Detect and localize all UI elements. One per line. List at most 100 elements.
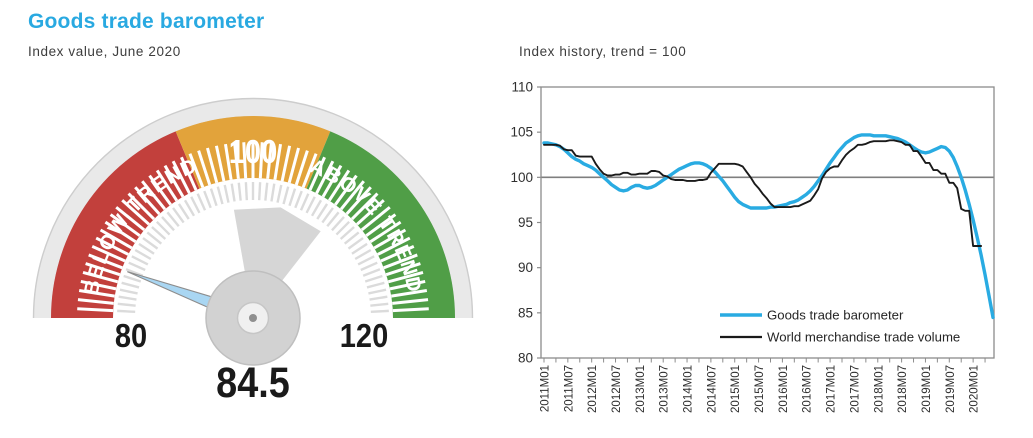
gauge-minor-tick [138,242,155,255]
gauge-minor-tick [146,231,163,245]
gauge-tick [88,253,123,270]
gauge-minor-tick [335,220,351,236]
gauge-minor-tick [264,182,269,201]
x-axis-tick-label: 2019M07 [945,365,957,413]
gauge-tick [327,169,351,202]
gauge-minor-tick [257,182,262,201]
gauge-minor-tick [366,281,385,289]
gauge-tick [141,180,167,211]
y-axis-tick-label: 110 [511,80,533,95]
gauge-tick [392,307,429,313]
gauge-tick [345,186,372,215]
legend-label: Goods trade barometer [767,308,904,323]
gauge-minor-tick [370,309,389,314]
gauge-minor-tick [121,281,140,289]
gauge-minor-tick [128,261,146,272]
gauge-minor-tick [237,182,242,201]
x-axis-tick-label: 2014M01 [683,365,695,413]
gauge-tick [77,307,114,313]
gauge-minor-tick [166,211,180,228]
x-axis-tick-label: 2018M07 [897,365,909,413]
gauge-minor-tick [288,188,297,207]
world-merchandise-trade-volume-line [543,139,983,247]
gauge-tick [205,147,219,184]
gauge-tick [148,174,172,206]
gauge-tick [134,186,161,215]
gauge-tick [294,150,309,186]
gauge-minor-tick [369,295,388,301]
x-axis-tick-label: 2016M07 [802,365,814,413]
gauge-tick [301,153,318,188]
x-axis-tick-label: 2011M01 [540,365,552,412]
gauge-tick [389,279,426,291]
x-axis-tick-label: 2013M01 [635,365,647,413]
gauge-minor-tick [360,261,378,272]
gauge-tick [356,199,385,226]
gauge-white-ticks [77,142,429,313]
gauge-minor-tick [276,184,283,203]
gauge-tick [369,220,402,244]
gauge-tick [109,213,141,237]
gauge-minor-tick [321,207,334,224]
trade-barometer-gauge: BELOW TREND ABOVE TREND 100 80 120 84.5 [32,97,474,407]
gauge-tick [280,145,292,182]
gauge-tick [121,199,150,226]
gauge-tick [80,279,117,291]
page-title: Goods trade barometer [28,10,265,33]
gauge-tick [334,174,358,206]
chart-title: Index history, trend = 100 [519,44,687,59]
gauge-minor-tick [134,248,152,261]
gauge-tick [391,288,428,298]
gauge-tick [387,270,424,284]
gauge-tick [233,142,240,179]
gauge-minor-tick [310,199,323,217]
gauge-minor-tick [183,199,196,217]
gauge-outer-ring-edge [32,97,474,319]
gauge-minor-tick [117,309,136,314]
gauge-min-label: 80 [115,317,147,354]
gauge-tick [180,156,198,191]
gauge-minor-tick [223,184,230,203]
gauge-minor-tick [119,288,138,295]
gauge-minor-tick [142,237,159,250]
x-axis-tick-label: 2016M01 [778,365,790,413]
x-axis-tick-label: 2020M01 [969,365,981,413]
gauge-minor-tick [316,203,329,220]
gauge-tick [350,192,379,221]
x-axis-tick-label: 2012M07 [611,365,623,413]
gauge-subtitle: Index value, June 2020 [28,44,181,59]
gauge-minor-tick [125,268,144,277]
gauge-minor-tick [343,231,360,245]
gauge-tick [85,262,121,277]
x-axis-tick-label: 2017M07 [849,365,861,413]
gauge-minor-tick [354,248,372,261]
gauge-tick [127,192,156,221]
gauge-minor-tick [326,211,340,228]
gauge-tick [266,142,273,179]
x-axis-tick-label: 2013M07 [659,365,671,413]
gauge-tick [163,164,185,198]
gauge-hub-dot [249,314,257,322]
gauge-minor-tick [244,182,249,201]
gauge-minor-tick [331,216,345,232]
gauge-minor-tick [190,196,201,214]
index-history-chart: 80 85 90 95 100 105 110 2011M01 2011M07 2012M01 20… [510,80,995,413]
gauge-max-label: 120 [340,317,388,354]
gauge-minor-tick [270,183,276,202]
gauge-minor-tick [177,203,190,220]
x-axis-tick-label: 2015M01 [730,365,742,413]
gauge-minor-tick [282,186,290,205]
gauge-minor-tick [370,302,389,307]
gauge-minor-tick [117,302,136,307]
gauge-tick [77,298,114,305]
gauge-minor-tick [351,242,368,255]
gauge-tick [104,220,137,244]
gauge-tick [360,206,391,232]
gauge-tick [273,143,283,180]
gauge-tick [287,147,301,184]
x-axis-tick-label: 2015M07 [754,365,766,413]
gauge-tick [95,236,129,256]
gauge-tick [155,169,179,202]
x-axis-tick-label: 2018M01 [873,365,885,413]
